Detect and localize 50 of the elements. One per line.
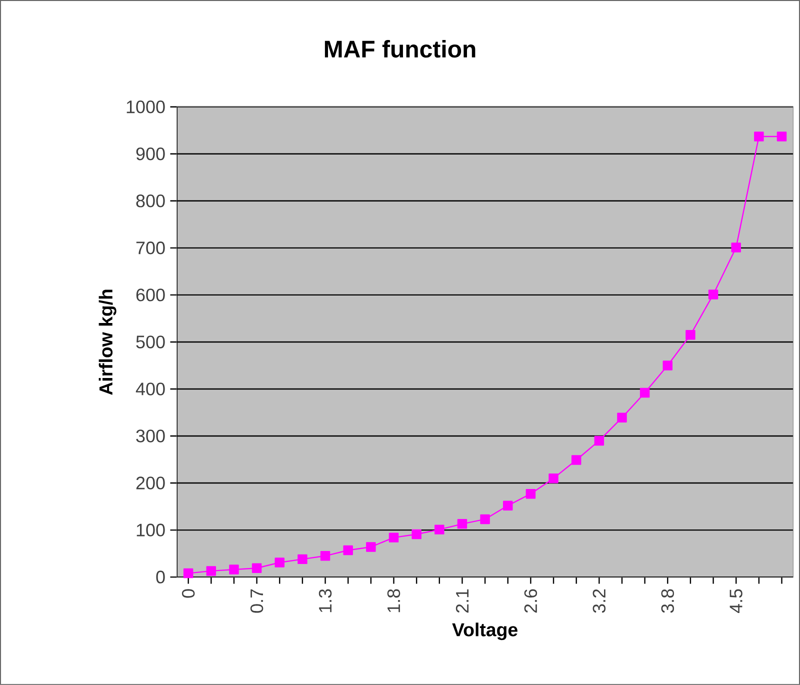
y-tick-label: 200 xyxy=(136,476,165,490)
point xyxy=(274,558,284,568)
point xyxy=(526,488,536,499)
point xyxy=(252,563,262,574)
point xyxy=(686,330,696,340)
point xyxy=(594,436,604,446)
x-tick-label: 3.8 xyxy=(661,589,674,613)
point xyxy=(571,455,582,465)
point xyxy=(434,524,444,534)
point xyxy=(457,519,468,529)
point xyxy=(206,566,216,576)
point xyxy=(708,290,718,300)
point xyxy=(298,554,308,564)
point xyxy=(388,532,399,542)
x-tick-label: 2.1 xyxy=(456,589,468,613)
point xyxy=(754,132,764,142)
point xyxy=(343,545,353,556)
point xyxy=(640,388,650,398)
x-tick-label: 3.2 xyxy=(592,589,606,613)
point xyxy=(662,360,672,370)
x-tick-label: 2.6 xyxy=(524,589,538,613)
x-tick-label: 0.7 xyxy=(250,589,264,613)
y-tick-label: 700 xyxy=(136,242,165,254)
y-tick-label: 1000 xyxy=(126,100,165,114)
point xyxy=(229,564,239,574)
x-tick-label: 4.5 xyxy=(730,589,742,614)
point xyxy=(412,529,422,540)
point xyxy=(731,242,741,252)
x-tick-label: 1.3 xyxy=(318,589,332,612)
point xyxy=(502,500,513,510)
y-tick-label: 500 xyxy=(136,336,165,348)
y-axis-title: Airflow kg/h xyxy=(98,290,116,395)
chart-title: MAF function xyxy=(324,40,476,58)
y-tick-label: 300 xyxy=(136,430,165,442)
point xyxy=(776,132,787,142)
x-axis-title: Voltage xyxy=(452,622,518,640)
point xyxy=(183,568,194,578)
point xyxy=(617,412,627,423)
y-tick-label: 800 xyxy=(136,194,165,208)
y-tick-label: 0 xyxy=(156,570,165,584)
x-tick-label: 0 xyxy=(182,589,195,598)
y-tick-label: 600 xyxy=(136,288,165,302)
point xyxy=(366,542,376,552)
y-tick-label: 400 xyxy=(136,382,165,396)
x-tick-label: 1.8 xyxy=(387,589,400,612)
y-tick-label: 900 xyxy=(136,148,165,160)
point xyxy=(480,514,490,524)
point xyxy=(320,551,330,561)
y-tick-label: 100 xyxy=(136,524,165,536)
point xyxy=(548,473,558,484)
